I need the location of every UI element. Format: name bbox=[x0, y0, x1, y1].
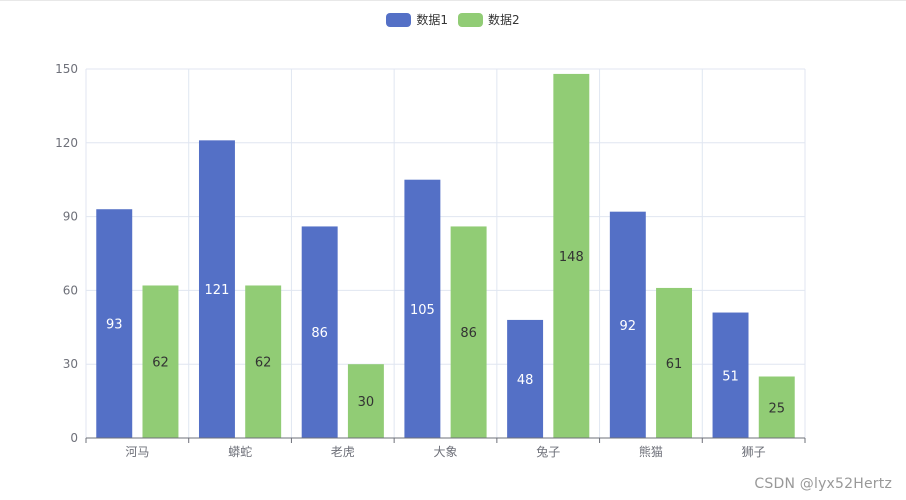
bar-series1 bbox=[712, 312, 749, 438]
bar-series1 bbox=[404, 179, 441, 438]
x-tick-label: 蟒蛇 bbox=[228, 444, 252, 459]
bar-series2 bbox=[656, 287, 693, 438]
bar-series1 bbox=[96, 209, 133, 438]
bar-series2 bbox=[450, 226, 487, 438]
bar-series1 bbox=[609, 211, 646, 438]
x-tick-label: 熊猫 bbox=[639, 444, 663, 459]
bar-data-label: 48 bbox=[517, 373, 534, 388]
bar-data-label: 93 bbox=[106, 318, 123, 333]
bar-series1 bbox=[198, 140, 235, 438]
bar-series2 bbox=[347, 364, 384, 438]
bar-data-label: 86 bbox=[460, 326, 477, 341]
top-divider bbox=[0, 0, 906, 1]
legend-swatch-series2 bbox=[458, 12, 483, 27]
bar-data-label: 51 bbox=[722, 369, 739, 384]
bar-series2 bbox=[142, 285, 179, 438]
watermark: CSDN @lyx52Hertz bbox=[754, 476, 892, 492]
chart-legend[interactable]: 数据1 数据2 bbox=[0, 11, 906, 28]
bar-data-label: 62 bbox=[255, 356, 272, 371]
legend-item-series1[interactable]: 数据1 bbox=[386, 11, 448, 28]
bar-series1 bbox=[507, 319, 544, 438]
bar-data-label: 30 bbox=[358, 395, 375, 410]
bar-data-label: 62 bbox=[152, 356, 169, 371]
y-tick-label: 150 bbox=[55, 62, 78, 76]
y-tick-label: 0 bbox=[70, 431, 78, 445]
bar-series1 bbox=[301, 226, 338, 438]
bar-data-label: 148 bbox=[559, 250, 584, 265]
y-tick-label: 60 bbox=[63, 283, 78, 297]
x-tick-label: 河马 bbox=[125, 445, 149, 459]
bar-data-label: 105 bbox=[410, 303, 435, 318]
y-tick-label: 90 bbox=[63, 210, 78, 224]
legend-label-series2: 数据2 bbox=[488, 13, 520, 27]
bar-data-label: 25 bbox=[768, 401, 785, 416]
bar-data-label: 121 bbox=[205, 283, 230, 298]
y-tick-label: 30 bbox=[63, 357, 78, 371]
bar-data-label: 61 bbox=[666, 357, 683, 372]
bar-series2 bbox=[245, 285, 282, 438]
x-tick-label: 狮子 bbox=[742, 445, 766, 459]
x-tick-label: 大象 bbox=[433, 445, 457, 459]
y-tick-label: 120 bbox=[55, 136, 78, 150]
legend-swatch-series1 bbox=[386, 12, 412, 27]
bar-data-label: 86 bbox=[311, 326, 328, 341]
legend-item-series2[interactable]: 数据2 bbox=[458, 11, 520, 28]
x-tick-label: 兔子 bbox=[536, 444, 560, 459]
x-tick-label: 老虎 bbox=[331, 445, 355, 459]
bar-series2 bbox=[758, 376, 795, 438]
bar-series2 bbox=[553, 73, 590, 439]
bar-data-label: 92 bbox=[620, 319, 637, 334]
legend-label-series1: 数据1 bbox=[416, 13, 448, 27]
